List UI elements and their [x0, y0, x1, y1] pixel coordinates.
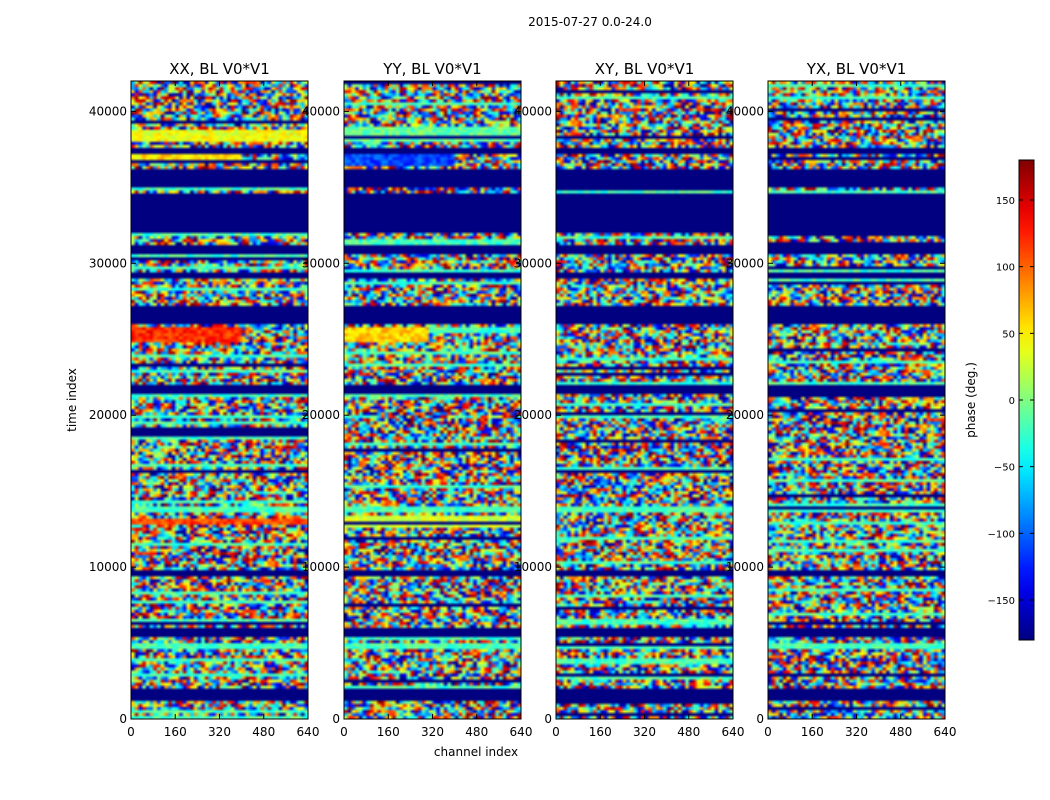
- heatmap-image: [344, 81, 521, 719]
- panel-yx: YX, BL V0*V1 0 160 320 480 640 0 10000 20000 3000…: [726, 60, 957, 739]
- x-tick-label: 0: [764, 725, 772, 739]
- y-tick-label: 10000: [726, 560, 764, 574]
- panel-title: YX, BL V0*V1: [806, 60, 907, 78]
- y-tick-label: 10000: [514, 560, 552, 574]
- x-tick-label: 640: [722, 725, 745, 739]
- x-tick-label: 0: [127, 725, 135, 739]
- y-tick-label: 10000: [302, 560, 340, 574]
- y-tick-label: 40000: [89, 104, 127, 118]
- x-tick-label: 640: [934, 725, 957, 739]
- y-tick-label: 30000: [89, 256, 127, 270]
- y-tick-label: 0: [332, 712, 340, 726]
- x-tick-label: 160: [164, 725, 187, 739]
- y-tick-label: 0: [756, 712, 764, 726]
- heatmap-image: [768, 81, 945, 719]
- y-tick-label: 20000: [726, 408, 764, 422]
- x-tick-label: 160: [801, 725, 824, 739]
- heatmap-image: [131, 81, 308, 719]
- panels-group: XX, BL V0*V1 0 160 320 480 640 0 10000 20000 3000…: [89, 60, 957, 739]
- y-tick-label: 40000: [302, 104, 340, 118]
- x-tick-label: 480: [677, 725, 700, 739]
- y-tick-label: 30000: [726, 256, 764, 270]
- x-tick-label: 320: [208, 725, 231, 739]
- colorbar-tick-label: −50: [994, 463, 1015, 474]
- x-tick-label: 640: [297, 725, 320, 739]
- x-tick-label: 160: [589, 725, 612, 739]
- x-tick-label: 0: [340, 725, 348, 739]
- y-tick-label: 40000: [726, 104, 764, 118]
- x-tick-label: 640: [510, 725, 533, 739]
- y-tick-label: 30000: [302, 256, 340, 270]
- panel-title: XY, BL V0*V1: [595, 60, 695, 78]
- x-tick-label: 480: [889, 725, 912, 739]
- panel-title: XX, BL V0*V1: [169, 60, 270, 78]
- panel-yy: YY, BL V0*V1 0 160 320 480 640 0 10000 20000 3000…: [302, 60, 533, 739]
- x-tick-label: 320: [845, 725, 868, 739]
- x-tick-label: 320: [633, 725, 656, 739]
- figure-suptitle: 2015-07-27 0.0-24.0: [528, 15, 652, 29]
- y-tick-label: 0: [544, 712, 552, 726]
- colorbar-tick-label: 100: [996, 263, 1015, 274]
- y-tick-label: 30000: [514, 256, 552, 270]
- x-tick-label: 480: [252, 725, 275, 739]
- y-tick-label: 40000: [514, 104, 552, 118]
- y-axis-label: time index: [65, 368, 79, 432]
- colorbar-tick-label: 50: [1002, 329, 1015, 340]
- colorbar-tick-label: −150: [988, 596, 1015, 607]
- panel-xy: XY, BL V0*V1 0 160 320 480 640 0 10000 20000 3000…: [514, 60, 745, 739]
- x-axis-label: channel index: [434, 745, 518, 759]
- x-tick-label: 160: [377, 725, 400, 739]
- panel-xx: XX, BL V0*V1 0 160 320 480 640 0 10000 20000 3000…: [89, 60, 320, 739]
- y-tick-label: 20000: [514, 408, 552, 422]
- panel-title: YY, BL V0*V1: [382, 60, 481, 78]
- y-tick-label: 0: [119, 712, 127, 726]
- colorbar-label: phase (deg.): [964, 362, 978, 438]
- colorbar: −150 −100 −50 0 50 100 150: [988, 159, 1035, 641]
- colorbar-tick-label: −100: [988, 529, 1015, 540]
- x-tick-label: 480: [465, 725, 488, 739]
- y-tick-label: 20000: [302, 408, 340, 422]
- colorbar-tick-label: 0: [1009, 396, 1015, 407]
- heatmap-image: [556, 81, 733, 719]
- x-tick-label: 320: [421, 725, 444, 739]
- colorbar-tick-label: 150: [996, 196, 1015, 207]
- y-tick-label: 10000: [89, 560, 127, 574]
- y-tick-label: 20000: [89, 408, 127, 422]
- x-tick-label: 0: [552, 725, 560, 739]
